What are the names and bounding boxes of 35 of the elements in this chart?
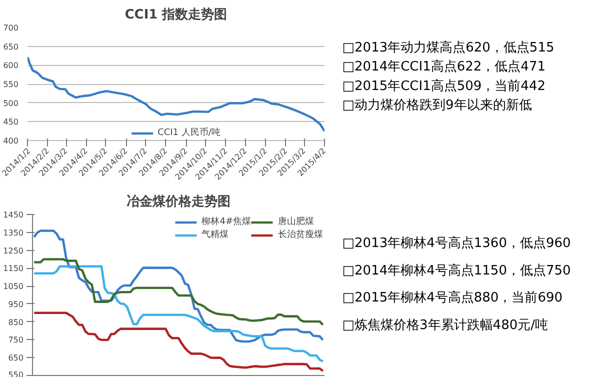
line-series <box>32 230 324 343</box>
text: □动力煤价格跌到9年以来的新低 <box>342 98 532 113</box>
y-tick-label: 500 <box>3 98 19 108</box>
legend-label: 长治贫瘦煤 <box>278 228 323 241</box>
y-tick-label: 750 <box>8 336 24 345</box>
y-tick-label: 600 <box>3 61 19 70</box>
text: □2015年柳林4号高点880，当前690 <box>342 290 563 306</box>
y-tick-label: 850 <box>8 318 24 327</box>
text: □2014年CCI1高点622，低点471 <box>342 58 546 75</box>
legend-label: CCI1 人民币/吨 <box>158 126 220 139</box>
y-tick-label: 950 <box>8 300 24 309</box>
chart-title: CCI1 指数走势图 <box>124 6 228 22</box>
legend-label: 气精煤 <box>202 228 229 241</box>
y-tick-label: 700 <box>3 24 19 32</box>
text: □2014年柳林4号高点1150，低点750 <box>342 262 571 278</box>
text: □2013年柳林4号高点1360，低点960 <box>342 234 571 251</box>
chart-title: 冶金煤价格走势图 <box>126 194 230 210</box>
y-tick-label: 550 <box>3 80 19 89</box>
y-tick-label: 1450 <box>3 210 24 220</box>
y-tick-label: 1250 <box>3 246 24 256</box>
line-series <box>32 258 324 326</box>
legend-label: 柳林4#焦煤 <box>202 216 251 228</box>
line-series <box>32 265 324 363</box>
y-tick-label: 1150 <box>3 264 24 274</box>
line-series <box>32 312 324 372</box>
y-tick-label: 1050 <box>3 282 24 292</box>
legend-label: 唐山肥煤 <box>278 216 314 228</box>
text: □2015年CCI1高点509，当前442 <box>342 78 546 94</box>
y-tick-label: 400 <box>3 136 19 146</box>
y-tick-label: 650 <box>8 354 24 363</box>
y-tick-label: 1350 <box>3 228 24 238</box>
y-tick-label: 650 <box>3 42 19 52</box>
y-tick-label: 450 <box>3 118 19 127</box>
text: □2013年动力煤高点620，低点515 <box>342 39 554 56</box>
text: □炼焦煤价格3年累计跌幅480元/吨 <box>342 318 548 334</box>
